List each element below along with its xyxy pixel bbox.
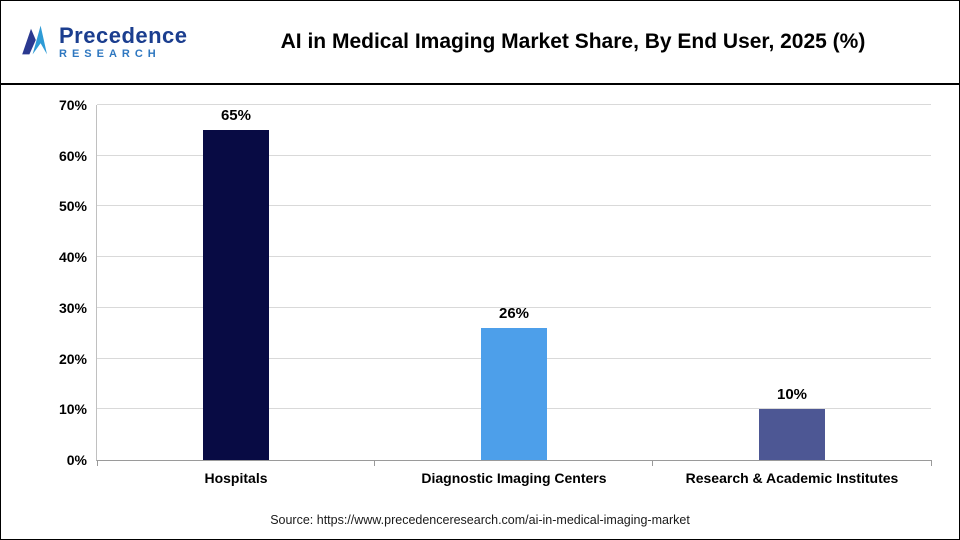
bar-diagnostic-imaging-centers bbox=[481, 328, 547, 460]
y-tick-label: 20% bbox=[58, 350, 87, 367]
x-axis-tick bbox=[96, 460, 98, 466]
gridline bbox=[97, 154, 931, 156]
x-axis-tick bbox=[374, 460, 376, 466]
gridline bbox=[97, 306, 931, 308]
gridline bbox=[97, 104, 931, 105]
plot-area: 0% 10% 20% 30% 40% 50% 60% 70% 65% Hospitals 26% Di… bbox=[59, 97, 932, 486]
value-label-research-academic-institutes: 10% bbox=[776, 386, 808, 404]
y-tick-label: 60% bbox=[58, 147, 87, 164]
chart-title: AI in Medical Imaging Market Share, By E… bbox=[280, 30, 866, 53]
y-tick-label: 30% bbox=[58, 299, 87, 316]
logo-wordmark: Precedence bbox=[59, 22, 188, 48]
y-tick-label: 0% bbox=[66, 452, 87, 468]
y-tick-label: 70% bbox=[58, 97, 87, 113]
logo-text: Precedence RESEARCH bbox=[59, 24, 188, 61]
gridline bbox=[97, 205, 931, 207]
y-tick-label: 50% bbox=[58, 198, 87, 215]
header: Precedence RESEARCH AI in Medical Imagin… bbox=[1, 1, 959, 85]
category-label-diagnostic-imaging-centers: Diagnostic Imaging Centers bbox=[421, 470, 607, 486]
category-label-hospitals: Hospitals bbox=[204, 470, 268, 486]
gridline bbox=[97, 256, 931, 258]
value-label-diagnostic-imaging-centers: 26% bbox=[498, 305, 530, 323]
y-tick-label: 10% bbox=[58, 401, 87, 418]
bar-research-academic-institutes bbox=[759, 409, 825, 460]
value-label-hospitals: 65% bbox=[220, 107, 251, 125]
precedence-research-logo: Precedence RESEARCH bbox=[19, 22, 219, 63]
x-axis-tick bbox=[930, 460, 932, 466]
logo-subtitle: RESEARCH bbox=[59, 47, 161, 60]
x-axis-tick bbox=[652, 460, 654, 466]
category-label-research-academic-institutes: Research & Academic Institutes bbox=[685, 470, 899, 486]
source-line: Source: https://www.precedenceresearch.c… bbox=[270, 513, 690, 527]
y-tick-label: 40% bbox=[58, 249, 87, 266]
logo-icon bbox=[19, 22, 51, 63]
bar-hospitals bbox=[202, 130, 269, 460]
